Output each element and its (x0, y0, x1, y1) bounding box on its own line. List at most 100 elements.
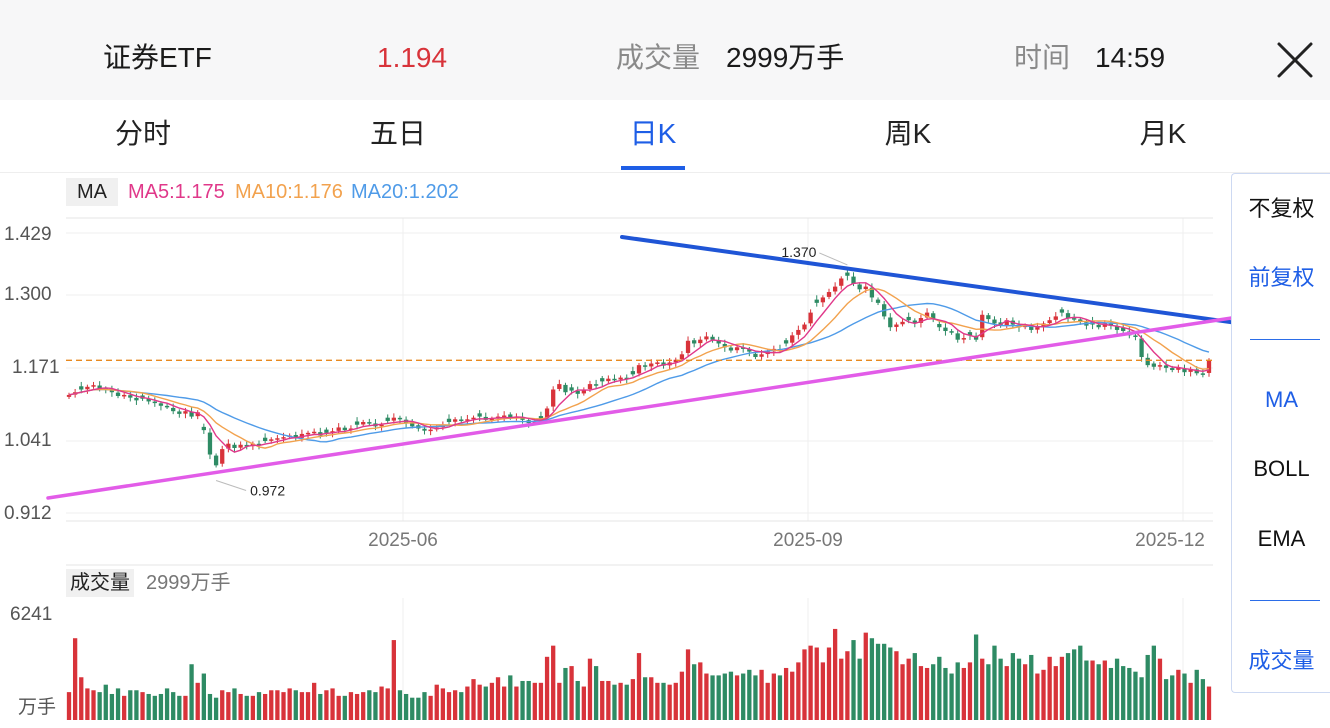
candle-body (1016, 324, 1022, 328)
side-item-forward-adjust[interactable]: 前复权 (1248, 265, 1315, 290)
side-item-ema[interactable]: EMA (1257, 526, 1306, 551)
volume-bar (906, 658, 911, 720)
candle-body (802, 324, 807, 330)
candle-body (164, 405, 170, 408)
candle-body (477, 413, 482, 417)
volume-bar (1090, 660, 1095, 720)
candle-body (771, 348, 776, 352)
candle-body (649, 363, 654, 367)
ma10-legend: MA10:1.176 (235, 181, 343, 203)
volume-bar (508, 675, 513, 720)
volume-bar (489, 682, 495, 720)
min-annotation-label: 0.972 (250, 483, 285, 499)
volume-bar (912, 653, 917, 720)
volume-bar (1188, 682, 1193, 720)
candle-body (906, 316, 911, 321)
candle-body (587, 384, 593, 389)
candle-body (685, 340, 691, 353)
candle-body (851, 276, 856, 284)
candle-body (759, 354, 764, 357)
volume-bar (367, 690, 372, 720)
volume-bar (1170, 675, 1175, 720)
volume-bar (1053, 666, 1058, 720)
candle-body (312, 431, 317, 434)
candle-body (882, 304, 887, 317)
candle-body (158, 403, 164, 406)
volume-bar (226, 692, 231, 720)
candle-body (207, 432, 213, 455)
volume-bar (299, 692, 305, 720)
volume-bar (483, 686, 488, 720)
volume-bar (348, 692, 354, 720)
volume-bar (1121, 666, 1126, 720)
volume-bar (446, 692, 452, 720)
volume-bar (195, 682, 200, 720)
ma10-line (68, 288, 1210, 449)
ma-legend-label[interactable]: MA (66, 178, 118, 206)
candle-body (189, 411, 194, 417)
tab-weekly-k[interactable]: 周K (884, 118, 932, 149)
min-annotation-leader (215, 480, 247, 491)
close-icon[interactable] (1275, 40, 1315, 80)
candle-body (741, 347, 746, 349)
indicator-side-panel: 不复权 前复权 MA BOLL EMA 成交量 (1231, 173, 1330, 693)
candle-body (1139, 338, 1144, 358)
volume-bar (66, 692, 72, 720)
volume-bar (1127, 667, 1132, 720)
volume-bar (851, 640, 856, 720)
candle-body (1176, 367, 1181, 370)
candle-body (1194, 369, 1199, 374)
volume-bar (220, 690, 225, 720)
side-item-ma[interactable]: MA (1265, 387, 1298, 412)
candle-body (961, 338, 966, 340)
candle-body (949, 331, 954, 333)
candle-body (1200, 373, 1206, 375)
y-tick-label: 1.429 (4, 224, 52, 245)
time-label: 时间 (1014, 42, 1071, 73)
y-tick-label: 0.912 (4, 503, 52, 524)
candle-body (1096, 324, 1101, 328)
ma20-line (68, 302, 1210, 443)
tab-five-day[interactable]: 五日 (369, 118, 427, 149)
side-item-no-adjust[interactable]: 不复权 (1248, 196, 1315, 221)
volume-bar (704, 673, 709, 720)
candle-body (416, 425, 421, 429)
side-item-volume[interactable]: 成交量 (1248, 648, 1315, 673)
volume-bar (109, 693, 115, 720)
candle-body (446, 418, 452, 423)
volume-bar (875, 643, 881, 720)
tab-monthly-k[interactable]: 月K (1139, 118, 1187, 149)
candle-body (348, 428, 354, 431)
candle-body (1102, 323, 1107, 327)
candle-body (992, 319, 997, 324)
tab-intraday[interactable]: 分时 (114, 118, 172, 149)
volume-bar (845, 651, 850, 720)
candle-body (66, 394, 72, 397)
volume-bar (1194, 669, 1199, 720)
candle-body (91, 385, 96, 387)
volume-bar (459, 692, 464, 720)
candle-body (354, 421, 360, 425)
candle-body (115, 392, 121, 397)
candle-body (250, 443, 256, 447)
candle-body (532, 422, 537, 424)
candle-body (998, 322, 1003, 326)
candle-body (563, 384, 568, 393)
tab-daily-k[interactable]: 日K (629, 118, 677, 149)
volume-bar (1176, 669, 1181, 720)
volume-bar (1206, 686, 1212, 720)
candle-body (986, 315, 991, 320)
candle-body (514, 416, 519, 419)
volume-bar (734, 675, 740, 720)
volume-legend-label[interactable]: 成交量 (66, 569, 134, 597)
volume-bar (134, 690, 139, 720)
candle-body (305, 432, 311, 435)
candle-body (213, 455, 219, 466)
side-item-boll[interactable]: BOLL (1253, 456, 1310, 481)
candle-body (943, 327, 948, 332)
volume-bar (140, 692, 145, 720)
candle-body (808, 312, 813, 324)
volume-bar (894, 651, 899, 720)
candle-body (465, 419, 470, 421)
candle-body (1133, 335, 1138, 337)
